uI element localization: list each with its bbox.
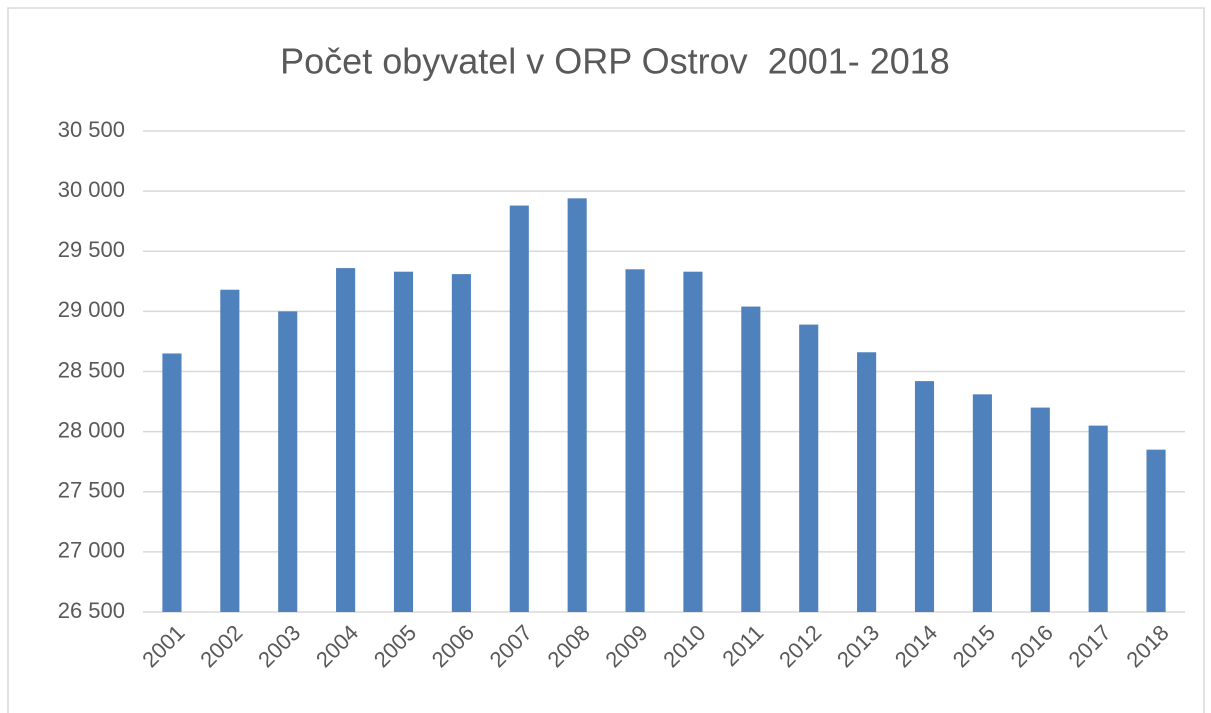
y-tick-label: 30 000 <box>58 177 125 202</box>
bar <box>393 271 414 612</box>
bar <box>741 306 761 612</box>
chart-frame <box>7 7 1205 713</box>
y-tick-label: 26 500 <box>58 598 125 623</box>
y-tick-label: 28 500 <box>58 357 125 382</box>
chart-title: Počet obyvatel v ORP Ostrov 2001- 2018 <box>280 41 950 82</box>
bar <box>972 394 992 612</box>
bar <box>1030 407 1050 612</box>
y-tick-label: 28 000 <box>58 417 125 442</box>
y-tick-label: 27 500 <box>58 478 125 503</box>
bar <box>451 274 471 612</box>
bar <box>509 205 529 612</box>
y-tick-label: 30 500 <box>58 117 125 142</box>
bar <box>1146 449 1166 612</box>
bar <box>220 289 240 612</box>
bar <box>336 268 356 612</box>
y-tick-label: 27 000 <box>58 538 125 563</box>
bar <box>683 271 703 612</box>
y-tick-label: 29 000 <box>58 297 125 322</box>
bar <box>567 198 587 612</box>
y-tick-label: 29 500 <box>58 237 125 262</box>
bar <box>1088 425 1108 612</box>
bar <box>857 352 877 612</box>
bar <box>799 324 819 612</box>
bar <box>278 311 298 612</box>
bar <box>625 269 645 612</box>
bar <box>914 381 935 612</box>
bar <box>162 353 182 612</box>
